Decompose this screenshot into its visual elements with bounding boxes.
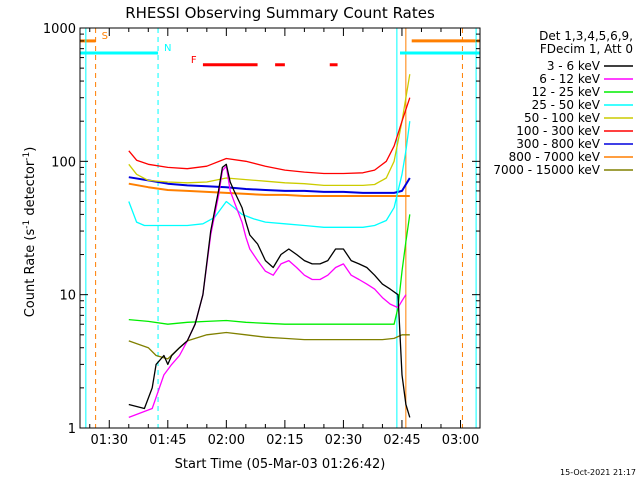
y-axis-label-sup2: -1: [22, 152, 32, 161]
series-line-6-12-kev: [128, 165, 407, 419]
x-tick-label: 01:45: [149, 433, 186, 448]
series-line-800-7000-kev: [128, 182, 410, 197]
legend-header-line-1: Det 1,3,4,5,6,9,: [539, 29, 633, 43]
y-axis-label: Count Rate (s-1 detector-1): [22, 147, 38, 318]
series-line-3-6-kev: [128, 163, 411, 418]
series-line-100-300-kev: [128, 97, 411, 175]
legend-label: 50 - 100 keV: [524, 111, 601, 125]
legend-label: 300 - 800 keV: [516, 137, 600, 151]
marker-f-label: F: [191, 55, 197, 66]
legend-label: 3 - 6 keV: [547, 59, 601, 73]
x-tick-label: 02:00: [208, 433, 245, 448]
series-line-50-100-kev: [128, 74, 411, 187]
legend-label: 7000 - 15000 keV: [493, 163, 600, 177]
legend-label: 800 - 7000 keV: [509, 150, 601, 164]
x-tick-label: 02:15: [266, 433, 303, 448]
series-line-7000-15000-kev: [128, 331, 410, 360]
y-axis-label-end: ): [23, 147, 38, 152]
x-tick-label: 03:00: [442, 433, 479, 448]
x-tick-label: 02:45: [383, 433, 420, 448]
series-line-12-25-kev: [128, 214, 411, 325]
x-tick-label: 01:30: [91, 433, 128, 448]
plot-frame: [79, 27, 481, 429]
marker-n-label: N: [164, 43, 171, 54]
legend-label: 25 - 50 keV: [532, 98, 601, 112]
chart-title: RHESSI Observing Summary Count Rates: [125, 4, 435, 22]
timestamp: 15-Oct-2021 21:17: [560, 468, 636, 477]
y-tick-label: 1: [68, 422, 76, 437]
y-axis-label-main: Count Rate (s: [23, 229, 38, 318]
y-tick-label: 100: [51, 155, 76, 170]
y-axis-label-mid: detector: [23, 160, 38, 220]
x-tick-label: 02:30: [325, 433, 362, 448]
legend-label: 12 - 25 keV: [532, 85, 601, 99]
y-axis-label-sup: -1: [22, 220, 32, 229]
series-line-300-800-kev: [128, 176, 411, 194]
series-layer: [128, 74, 411, 419]
y-tick-label: 10: [59, 289, 76, 304]
tick-layer: 01:30 01:45 02:00 02:15 02:30 02:45 03:00 1 10 10…: [43, 22, 481, 448]
series-line-25-50-kev: [128, 121, 411, 228]
marker-layer: S N F: [80, 28, 480, 428]
y-tick-label: 1000: [43, 22, 76, 37]
legend-header-line-2: FDecim 1, Att 0: [540, 42, 633, 56]
legend-label: 6 - 12 keV: [539, 72, 601, 86]
legend-label: 100 - 300 keV: [516, 124, 600, 138]
x-axis-label: Start Time (05-Mar-03 01:26:42): [175, 457, 386, 472]
marker-s-label: S: [102, 31, 108, 42]
